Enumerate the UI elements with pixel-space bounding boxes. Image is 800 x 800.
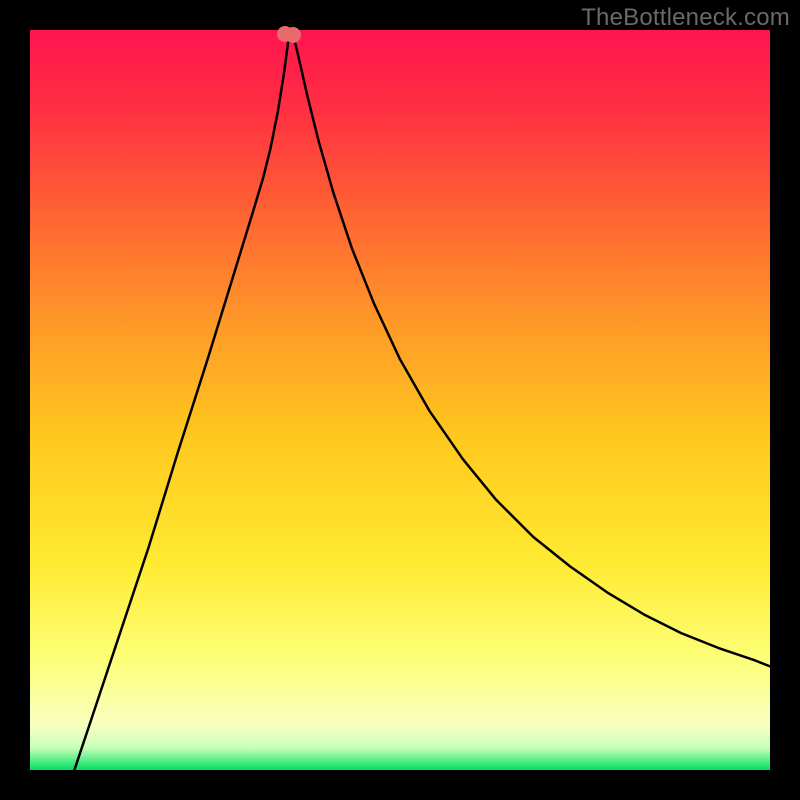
curve-path xyxy=(74,32,770,770)
plot-area xyxy=(30,30,770,770)
bottleneck-marker xyxy=(285,27,301,43)
bottleneck-curve xyxy=(30,30,770,770)
watermark-text: TheBottleneck.com xyxy=(581,4,790,32)
chart-frame: TheBottleneck.com xyxy=(0,0,800,800)
